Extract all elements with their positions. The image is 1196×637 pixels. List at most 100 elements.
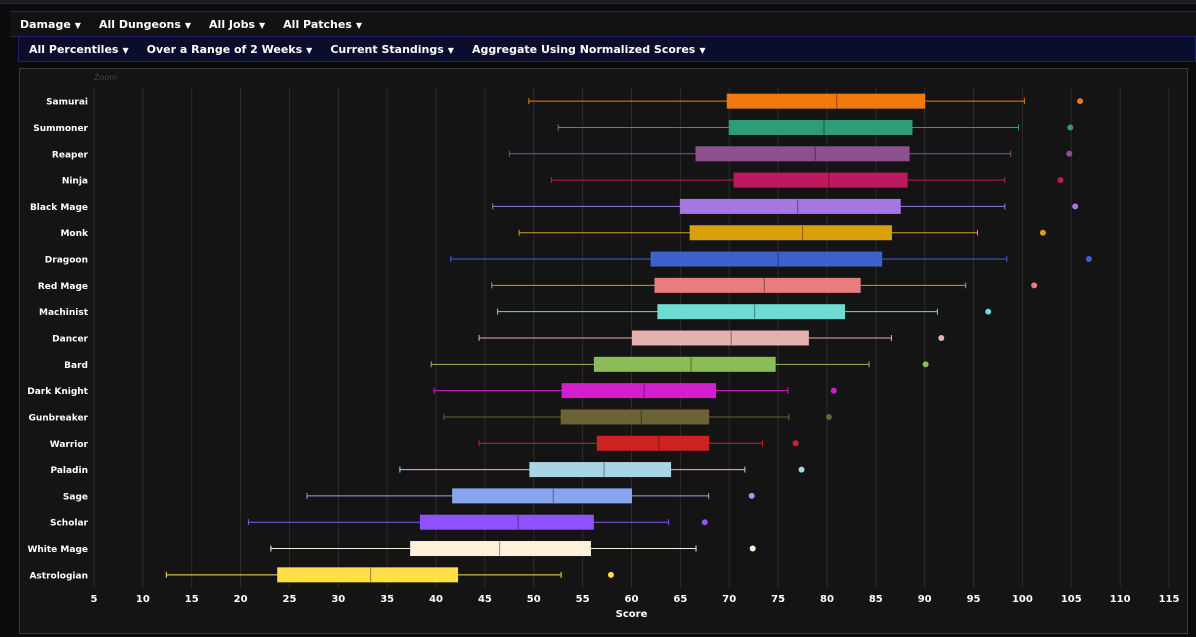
- filter-menubar-secondary: All Percentiles ▼ Over a Range of 2 Weeks…: [18, 36, 1196, 62]
- box-warrior: [478, 435, 799, 451]
- outlier-point: [938, 335, 945, 341]
- outlier-point: [792, 440, 799, 447]
- x-tick-label: 100: [1012, 594, 1033, 605]
- x-tick-labels: 5 10 15 20 25 30 35 40 45 50 55 60 65 70 75 80 85 90 95 100…: [91, 594, 1180, 605]
- chevron-down-icon: ▼: [122, 45, 129, 55]
- box-iqr: [726, 93, 926, 109]
- box-ninja: [550, 172, 1064, 188]
- category-labels: Samurai Summoner Reaper Ninja Black Mage Monk…: [27, 98, 89, 582]
- x-tick-label: 60: [625, 594, 639, 605]
- menu-time-range-label: Over a Range of 2 Weeks: [146, 42, 303, 56]
- x-tick-label: 110: [1110, 594, 1131, 605]
- menu-dungeons[interactable]: All Dungeons ▼: [99, 18, 191, 31]
- menu-standings-label: Current Standings: [330, 42, 444, 56]
- box-iqr: [679, 198, 901, 214]
- category-label: Gunbreaker: [28, 413, 88, 423]
- x-tick-label: 50: [527, 594, 541, 605]
- chevron-down-icon: ▼: [74, 20, 81, 30]
- outlier-point: [749, 545, 756, 552]
- category-label: Black Mage: [30, 203, 88, 213]
- menu-standings[interactable]: Current Standings ▼: [330, 43, 454, 56]
- category-label: Reaper: [52, 150, 89, 160]
- box-monk: [518, 225, 1046, 241]
- x-tick-label: 95: [967, 594, 981, 605]
- box-iqr: [560, 409, 710, 425]
- box-iqr: [689, 225, 892, 241]
- box-bard: [430, 356, 929, 372]
- x-tick-label: 80: [820, 594, 834, 605]
- menu-patches-label: All Patches: [283, 17, 352, 31]
- box-iqr: [419, 514, 594, 530]
- box-iqr: [657, 304, 846, 320]
- category-label: Monk: [60, 229, 89, 239]
- category-label: White Mage: [27, 545, 88, 555]
- menu-metric-label: Damage: [20, 17, 71, 31]
- box-gunbreaker: [443, 409, 832, 425]
- box-scholar: [247, 514, 708, 530]
- x-tick-label: 30: [331, 594, 345, 605]
- box-dancer: [478, 330, 945, 346]
- menu-aggregate[interactable]: Aggregate Using Normalized Scores ▼: [472, 43, 706, 56]
- x-tick-label: 55: [576, 594, 590, 605]
- box-iqr: [593, 356, 776, 372]
- box-astrologian: [165, 567, 614, 583]
- outlier-point: [701, 519, 708, 526]
- box-dragoon: [450, 251, 1092, 267]
- chart-panel: [19, 68, 1188, 634]
- box-iqr: [410, 541, 591, 557]
- menu-time-range[interactable]: Over a Range of 2 Weeks ▼: [147, 43, 313, 56]
- box-paladin: [399, 462, 805, 478]
- top-border: [0, 0, 1196, 4]
- category-label: Summoner: [33, 124, 88, 134]
- x-tick-label: 35: [380, 594, 394, 605]
- menu-jobs[interactable]: All Jobs ▼: [209, 18, 265, 31]
- chevron-down-icon: ▼: [447, 45, 454, 55]
- menu-patches[interactable]: All Patches ▼: [283, 18, 362, 31]
- box-summoner: [557, 119, 1074, 135]
- category-label: Dancer: [52, 335, 88, 345]
- outlier-point: [825, 413, 832, 420]
- box-iqr: [561, 383, 717, 399]
- x-tick-label: 70: [722, 594, 736, 605]
- category-label: Dark Knight: [27, 387, 88, 397]
- x-tick-label: 20: [234, 594, 248, 605]
- category-label: Paladin: [50, 466, 88, 476]
- outlier-point: [830, 387, 837, 394]
- category-label: Warrior: [50, 440, 89, 450]
- box-iqr: [277, 567, 459, 583]
- box-reaper: [508, 146, 1073, 162]
- menu-jobs-label: All Jobs: [209, 17, 256, 31]
- category-label: Astrologian: [29, 571, 88, 581]
- outlier-point: [1067, 124, 1074, 131]
- category-label: Dragoon: [45, 256, 88, 266]
- x-tick-label: 90: [918, 594, 932, 605]
- x-tick-label: 45: [478, 594, 492, 605]
- box-iqr: [596, 435, 710, 451]
- x-tick-label: 5: [91, 594, 98, 605]
- x-tick-label: 85: [869, 594, 883, 605]
- zoom-label[interactable]: Zoom: [94, 73, 118, 82]
- menu-percentiles[interactable]: All Percentiles ▼: [29, 43, 129, 56]
- menu-metric[interactable]: Damage ▼: [20, 18, 81, 31]
- category-label: Machinist: [39, 308, 89, 318]
- outlier-point: [1039, 229, 1046, 236]
- menu-aggregate-label: Aggregate Using Normalized Scores: [471, 42, 696, 56]
- x-tick-label: 65: [673, 594, 687, 605]
- box-dark-knight: [433, 383, 837, 399]
- x-tick-label: 40: [429, 594, 443, 605]
- category-label: Red Mage: [38, 282, 88, 292]
- box-series: [165, 93, 1092, 583]
- box-black-mage: [492, 198, 1079, 214]
- category-label: Sage: [63, 492, 88, 502]
- box-iqr: [728, 119, 913, 135]
- outlier-point: [1077, 98, 1084, 105]
- chevron-down-icon: ▼: [355, 20, 363, 30]
- box-samurai: [528, 93, 1084, 109]
- chevron-down-icon: ▼: [259, 20, 266, 30]
- category-label: Ninja: [62, 177, 88, 187]
- outlier-point: [1057, 177, 1064, 184]
- category-label: Bard: [64, 361, 88, 371]
- box-iqr: [654, 277, 861, 293]
- outlier-point: [748, 492, 755, 499]
